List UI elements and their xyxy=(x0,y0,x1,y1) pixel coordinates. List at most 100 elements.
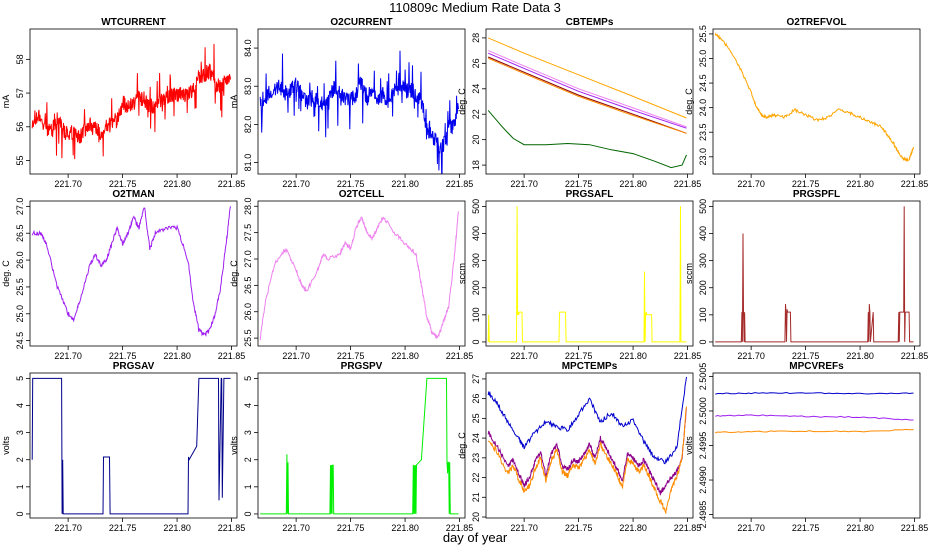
panel-title: O2TCELL xyxy=(339,189,385,200)
x-tick-label: 221.70 xyxy=(510,523,538,533)
x-tick-label: 221.85 xyxy=(674,523,702,533)
series-line xyxy=(488,50,687,128)
x-tick-label: 221.85 xyxy=(446,351,474,361)
plot-frame xyxy=(712,28,921,175)
y-tick-label: 81.0 xyxy=(243,154,253,172)
panel-prgsav: PRGSAV 221.70 221.75 221.80 221.85 0 1 2 3 4 5 volt… xyxy=(1,361,245,533)
series-line xyxy=(31,43,231,160)
y-axis-label: mA xyxy=(229,95,239,109)
plot-frame xyxy=(29,28,238,175)
y-tick-label: 27.0 xyxy=(243,250,253,268)
y-axis-label: deg. C xyxy=(229,260,239,287)
y-axis-label: volts xyxy=(229,436,239,455)
y-axis-label: sccm xyxy=(457,263,467,284)
x-tick-label: 221.75 xyxy=(565,523,593,533)
y-tick-label: 26 xyxy=(471,394,481,404)
x-tick-label: 221.85 xyxy=(218,179,246,189)
y-tick-label: 27.5 xyxy=(243,224,253,242)
x-tick-label: 221.85 xyxy=(674,351,702,361)
y-tick-label: 82.0 xyxy=(243,116,253,134)
y-axis-label: deg. C xyxy=(684,88,694,115)
x-tick-label: 221.75 xyxy=(337,351,365,361)
y-tick-label: 24 xyxy=(471,433,481,443)
y-axis-label: volts xyxy=(1,436,11,455)
panel-mpcvrefs: MPCVREFs 221.70 221.75 221.80 221.85 2.4985 2.… xyxy=(684,361,928,533)
x-tick-label: 221.75 xyxy=(109,523,137,533)
y-axis-label: mA xyxy=(1,95,11,109)
y-tick-label: 26 xyxy=(471,58,481,68)
y-tick-label: 300 xyxy=(471,253,481,268)
x-tick-label: 221.75 xyxy=(109,351,137,361)
series-line xyxy=(259,211,459,341)
y-tick-label: 20 xyxy=(471,135,481,145)
x-tick-label: 221.80 xyxy=(619,523,647,533)
plot-frame xyxy=(712,372,921,519)
panel-o2trefvol: O2TREFVOL 221.70 221.75 221.80 221.85 23.0 23.… xyxy=(684,17,928,189)
y-tick-label: 24.5 xyxy=(698,74,708,92)
x-tick-label: 221.70 xyxy=(282,351,310,361)
y-tick-label: 400 xyxy=(471,226,481,241)
panel-title: O2CURRENT xyxy=(330,17,392,28)
plot-frame xyxy=(257,200,466,347)
y-tick-label: 25.5 xyxy=(243,329,253,347)
panel-prgspfl: PRGSPFL 221.70 221.75 221.80 221.85 0 100 200 30… xyxy=(684,189,928,361)
x-tick-label: 221.70 xyxy=(737,351,765,361)
x-tick-label: 221.80 xyxy=(391,351,419,361)
y-tick-label: 25.5 xyxy=(698,25,708,43)
y-tick-label: 57 xyxy=(15,88,25,98)
y-tick-label: 5 xyxy=(243,376,253,381)
plot-frame xyxy=(485,200,694,347)
plot-frame xyxy=(257,372,466,519)
panel-title: PRGSAV xyxy=(113,361,155,372)
y-tick-label: 24 xyxy=(471,84,481,94)
x-tick-label: 221.70 xyxy=(54,523,82,533)
y-tick-label: 24.0 xyxy=(698,99,708,117)
panel-title: PRGSAFL xyxy=(566,189,614,200)
series-line xyxy=(488,52,687,129)
y-axis-label: volts xyxy=(684,436,694,455)
y-tick-label: 25.0 xyxy=(698,50,708,68)
x-tick-label: 221.85 xyxy=(446,179,474,189)
series-line xyxy=(715,414,914,421)
x-tick-label: 221.70 xyxy=(510,351,538,361)
y-tick-label: 26.5 xyxy=(15,224,25,242)
y-tick-label: 0 xyxy=(698,339,708,344)
y-tick-label: 25.5 xyxy=(15,278,25,296)
x-tick-label: 221.75 xyxy=(792,351,820,361)
y-tick-label: 500 xyxy=(471,199,481,214)
y-tick-label: 0 xyxy=(15,511,25,516)
series-line xyxy=(488,57,687,134)
x-tick-label: 221.80 xyxy=(619,351,647,361)
series-line xyxy=(31,206,231,337)
y-tick-label: 27.0 xyxy=(15,198,25,216)
y-tick-label: 23.0 xyxy=(698,148,708,166)
y-tick-label: 2 xyxy=(15,457,25,462)
y-tick-label: 2.5000 xyxy=(698,397,708,425)
x-tick-label: 221.80 xyxy=(846,351,874,361)
y-tick-label: 26.0 xyxy=(15,251,25,269)
panel-cbtemps: CBTEMPs 221.70 221.75 221.80 221.85 18 20 22 24 2… xyxy=(457,17,701,189)
x-tick-label: 221.75 xyxy=(565,351,593,361)
panel-title: PRGSPFL xyxy=(793,189,840,200)
panel-title: PRGSPV xyxy=(341,361,383,372)
x-tick-label: 221.85 xyxy=(674,179,702,189)
plot-frame xyxy=(485,372,694,519)
y-tick-label: 2.4985 xyxy=(698,501,708,529)
x-tick-label: 221.80 xyxy=(391,179,419,189)
x-tick-label: 221.85 xyxy=(218,351,246,361)
plot-frame xyxy=(29,372,238,519)
x-tick-label: 221.80 xyxy=(846,179,874,189)
x-tick-label: 221.70 xyxy=(737,179,765,189)
series-line xyxy=(487,110,687,169)
x-tick-label: 221.75 xyxy=(792,523,820,533)
y-tick-label: 20 xyxy=(471,512,481,522)
y-tick-label: 200 xyxy=(698,280,708,295)
y-axis-label: sccm xyxy=(684,263,694,284)
plot-frame xyxy=(485,28,694,175)
y-tick-label: 0 xyxy=(471,339,481,344)
y-tick-label: 26.0 xyxy=(243,303,253,321)
y-tick-label: 100 xyxy=(471,307,481,322)
x-tick-label: 221.70 xyxy=(54,179,82,189)
series-line xyxy=(715,206,914,343)
y-tick-label: 2.4990 xyxy=(698,466,708,494)
